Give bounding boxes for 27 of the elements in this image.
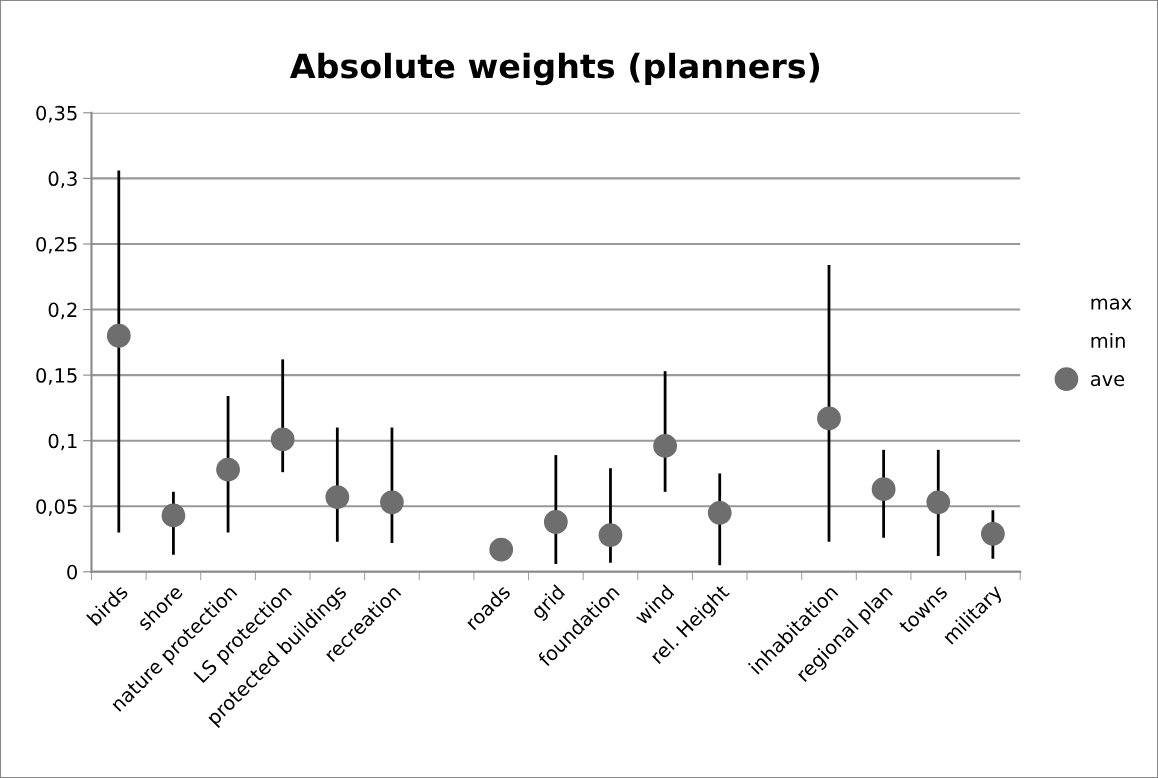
chart-title: Absolute weights (planners): [289, 52, 820, 86]
y-tick-label: 0,05: [36, 499, 77, 516]
point: [707, 500, 732, 525]
y-tick-label: 0: [67, 564, 77, 580]
point: [106, 323, 131, 348]
text: min: [1091, 332, 1125, 348]
y-tick-label: 0,3: [48, 171, 77, 189]
y-tick-label: 0,2: [48, 302, 77, 320]
y-tick-label: 0,35: [36, 105, 77, 123]
text: max: [1091, 298, 1132, 310]
point: [543, 510, 568, 534]
point: [489, 537, 514, 562]
y-tick-label: 0,25: [36, 236, 77, 254]
point: [325, 485, 350, 509]
y-tick-label: 0,1: [48, 433, 77, 451]
point: [817, 406, 841, 431]
point: [380, 490, 404, 515]
point: [161, 503, 186, 528]
point: [270, 427, 295, 452]
point: [926, 490, 951, 515]
point: [871, 477, 896, 502]
y-tick-label: 0,15: [36, 368, 77, 385]
legend-label: ave: [1090, 375, 1125, 387]
point: [653, 434, 677, 458]
point: [980, 521, 1005, 546]
point: [598, 523, 623, 548]
point: [216, 457, 240, 482]
